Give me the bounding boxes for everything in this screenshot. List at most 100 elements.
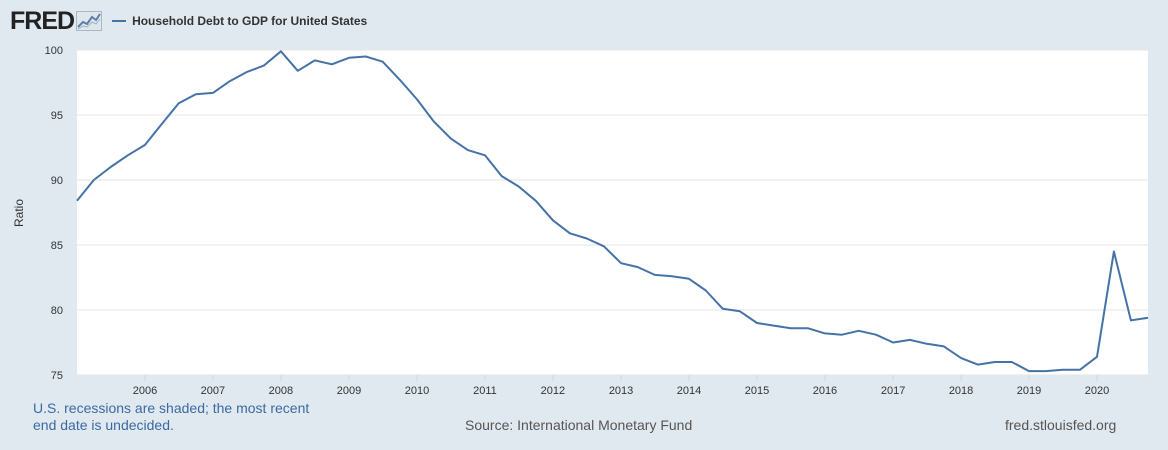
data-point[interactable]: [668, 272, 676, 280]
data-point[interactable]: [974, 361, 982, 369]
data-point[interactable]: [413, 95, 421, 103]
data-point[interactable]: [906, 336, 914, 344]
data-point[interactable]: [107, 163, 115, 171]
data-point[interactable]: [481, 151, 489, 159]
data-point[interactable]: [277, 47, 285, 55]
data-point[interactable]: [702, 287, 710, 295]
x-tick-label: 2006: [133, 385, 157, 397]
x-tick-label: 2016: [813, 385, 837, 397]
fred-logo-text: FRED: [10, 6, 75, 35]
fred-site-link[interactable]: fred.stlouisfed.org: [1005, 417, 1117, 433]
x-tick-label: 2017: [881, 385, 905, 397]
data-point[interactable]: [498, 172, 506, 180]
y-tick-label: 90: [51, 175, 63, 187]
y-axis-label: Ratio: [12, 199, 26, 227]
x-axis-ticks: 2006 2007 2008 2009 2010 2011 2012 2013 2014 2015…: [133, 375, 1109, 397]
x-tick-label: 2009: [337, 385, 361, 397]
gridlines: [77, 49, 1148, 376]
data-point[interactable]: [226, 77, 234, 85]
x-tick-label: 2007: [201, 385, 225, 397]
data-point[interactable]: [1076, 366, 1084, 374]
y-tick-label: 95: [51, 110, 63, 122]
data-point[interactable]: [872, 331, 880, 339]
source-text: Source: International Monetary Fund: [465, 417, 693, 433]
data-point[interactable]: [1042, 367, 1050, 375]
data-point[interactable]: [243, 68, 251, 76]
data-point[interactable]: [1025, 367, 1033, 375]
y-tick-label: 100: [45, 45, 63, 57]
y-tick-label: 85: [51, 240, 63, 252]
data-point[interactable]: [141, 141, 149, 149]
data-point[interactable]: [685, 275, 693, 283]
data-point[interactable]: [889, 339, 897, 347]
x-tick-label: 2019: [1017, 385, 1041, 397]
data-point[interactable]: [855, 327, 863, 335]
y-tick-label: 80: [51, 305, 63, 317]
data-point[interactable]: [804, 324, 812, 332]
data-point[interactable]: [1059, 366, 1067, 374]
data-point[interactable]: [651, 271, 659, 279]
legend-series-label: Household Debt to GDP for United States: [132, 14, 368, 28]
data-point[interactable]: [770, 322, 778, 330]
data-point[interactable]: [1127, 316, 1135, 324]
x-tick-label: 2010: [405, 385, 429, 397]
data-point[interactable]: [821, 329, 829, 337]
data-point[interactable]: [583, 235, 591, 243]
legend-swatch: [112, 20, 127, 22]
data-point[interactable]: [345, 54, 353, 62]
x-tick-label: 2015: [745, 385, 769, 397]
x-tick-label: 2020: [1085, 385, 1109, 397]
data-point[interactable]: [1093, 353, 1101, 361]
data-point[interactable]: [617, 259, 625, 267]
data-point[interactable]: [736, 307, 744, 315]
data-point[interactable]: [719, 305, 727, 313]
data-point[interactable]: [634, 263, 642, 271]
data-point[interactable]: [532, 197, 540, 205]
data-point[interactable]: [566, 229, 574, 237]
data-point[interactable]: [209, 89, 217, 97]
data-point[interactable]: [430, 118, 438, 126]
data-point[interactable]: [73, 197, 81, 205]
data-point[interactable]: [260, 62, 268, 70]
data-point[interactable]: [294, 67, 302, 75]
data-point[interactable]: [753, 319, 761, 327]
x-tick-label: 2012: [541, 385, 565, 397]
data-point[interactable]: [447, 134, 455, 142]
x-tick-label: 2013: [609, 385, 633, 397]
plot-area: [77, 50, 1148, 375]
data-point[interactable]: [396, 76, 404, 84]
data-point[interactable]: [1144, 314, 1152, 322]
data-point[interactable]: [192, 90, 200, 98]
series-line: [76, 50, 1149, 373]
data-point[interactable]: [957, 354, 965, 362]
data-point[interactable]: [158, 120, 166, 128]
x-tick-label: 2011: [473, 385, 497, 397]
data-point[interactable]: [1008, 358, 1016, 366]
data-point[interactable]: [124, 151, 132, 159]
data-point[interactable]: [940, 342, 948, 350]
chart-header: FRED Household Debt to GDP for United St…: [10, 6, 367, 36]
data-point[interactable]: [90, 176, 98, 184]
x-tick-label: 2014: [677, 385, 701, 397]
data-point[interactable]: [379, 58, 387, 66]
data-point[interactable]: [549, 216, 557, 224]
data-point[interactable]: [175, 99, 183, 107]
data-point[interactable]: [600, 242, 608, 250]
recession-note: U.S. recessions are shaded; the most rec…: [33, 400, 310, 433]
data-point[interactable]: [464, 146, 472, 154]
data-point[interactable]: [991, 358, 999, 366]
data-point[interactable]: [311, 56, 319, 64]
chart-legend[interactable]: Household Debt to GDP for United States: [112, 14, 367, 28]
data-point[interactable]: [515, 183, 523, 191]
data-point[interactable]: [1110, 248, 1118, 256]
chart-line-icon: [76, 11, 103, 31]
y-axis-ticks: 75 80 85 90 95 100: [45, 45, 63, 382]
data-point[interactable]: [787, 324, 795, 332]
data-point[interactable]: [328, 60, 336, 68]
data-point[interactable]: [362, 53, 370, 61]
y-tick-label: 75: [51, 370, 63, 382]
data-point[interactable]: [923, 340, 931, 348]
data-point[interactable]: [838, 331, 846, 339]
fred-logo[interactable]: FRED: [10, 6, 103, 36]
